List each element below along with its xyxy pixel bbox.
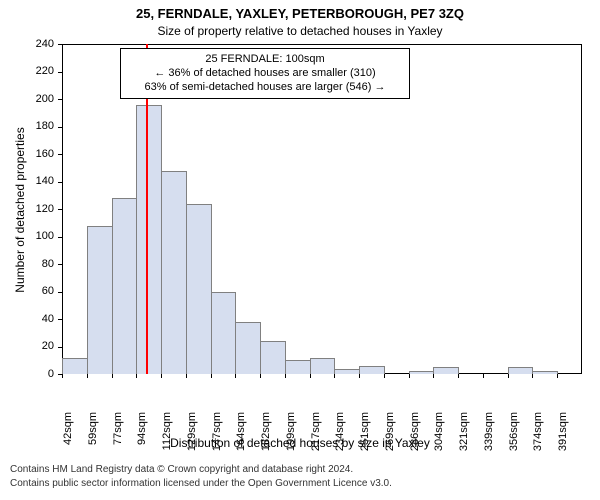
x-tick-label: 199sqm <box>285 412 297 462</box>
x-tick <box>384 374 385 378</box>
histogram-bar <box>359 366 385 374</box>
footer-line-1: Contains HM Land Registry data © Crown c… <box>10 464 353 475</box>
histogram-bar <box>161 171 187 375</box>
y-tick-label: 140 <box>24 175 54 187</box>
y-tick <box>58 319 62 320</box>
x-tick-label: 339sqm <box>483 412 495 462</box>
annotation-box: 25 FERNDALE: 100sqm← 36% of detached hou… <box>120 48 410 99</box>
x-tick <box>359 374 360 378</box>
x-tick <box>433 374 434 378</box>
x-tick-label: 94sqm <box>136 412 148 462</box>
y-tick-label: 240 <box>24 38 54 50</box>
x-tick-label: 182sqm <box>260 412 272 462</box>
y-tick-label: 100 <box>24 230 54 242</box>
annotation-line: 63% of semi-detached houses are larger (… <box>127 81 403 95</box>
x-tick-label: 42sqm <box>62 412 74 462</box>
y-tick-label: 120 <box>24 203 54 215</box>
x-tick-label: 129sqm <box>186 412 198 462</box>
y-tick <box>58 154 62 155</box>
histogram-bar <box>87 226 113 375</box>
x-tick-label: 251sqm <box>359 412 371 462</box>
chart-container: 25, FERNDALE, YAXLEY, PETERBOROUGH, PE7 … <box>0 0 600 500</box>
y-tick <box>58 44 62 45</box>
y-tick <box>58 99 62 100</box>
x-tick-label: 234sqm <box>334 412 346 462</box>
x-tick <box>458 374 459 378</box>
x-tick-label: 217sqm <box>310 412 322 462</box>
x-tick <box>409 374 410 378</box>
y-tick <box>58 347 62 348</box>
y-tick-label: 0 <box>24 368 54 380</box>
x-tick-label: 374sqm <box>532 412 544 462</box>
y-tick-label: 180 <box>24 120 54 132</box>
x-tick <box>508 374 509 378</box>
x-tick-label: 59sqm <box>87 412 99 462</box>
x-tick <box>285 374 286 378</box>
y-tick <box>58 127 62 128</box>
x-tick <box>260 374 261 378</box>
histogram-bar <box>260 341 286 374</box>
x-tick-label: 112sqm <box>161 412 173 462</box>
chart-title: 25, FERNDALE, YAXLEY, PETERBOROUGH, PE7 … <box>0 6 600 21</box>
x-tick <box>211 374 212 378</box>
y-tick-label: 60 <box>24 285 54 297</box>
histogram-bar <box>433 367 459 374</box>
x-tick <box>62 374 63 378</box>
histogram-bar <box>211 292 237 375</box>
x-tick <box>557 374 558 378</box>
x-tick-label: 77sqm <box>112 412 124 462</box>
x-tick <box>235 374 236 378</box>
histogram-bar <box>508 367 534 374</box>
histogram-bar <box>310 358 336 375</box>
histogram-bar <box>532 371 558 374</box>
y-tick <box>58 72 62 73</box>
x-tick-label: 304sqm <box>433 412 445 462</box>
histogram-bar <box>285 360 311 374</box>
histogram-bar <box>112 198 138 374</box>
y-tick <box>58 264 62 265</box>
x-tick-label: 321sqm <box>458 412 470 462</box>
x-tick <box>112 374 113 378</box>
x-tick <box>310 374 311 378</box>
annotation-line: ← 36% of detached houses are smaller (31… <box>127 67 403 81</box>
x-tick <box>483 374 484 378</box>
y-tick-label: 40 <box>24 313 54 325</box>
histogram-bar <box>136 105 162 375</box>
y-tick-label: 160 <box>24 148 54 160</box>
y-tick <box>58 237 62 238</box>
x-tick <box>136 374 137 378</box>
y-tick <box>58 182 62 183</box>
y-tick-label: 200 <box>24 93 54 105</box>
x-tick <box>334 374 335 378</box>
footer-line-2: Contains public sector information licen… <box>10 478 392 489</box>
y-tick-label: 220 <box>24 65 54 77</box>
histogram-bar <box>334 369 360 375</box>
x-tick-label: 147sqm <box>211 412 223 462</box>
histogram-bar <box>409 371 435 374</box>
histogram-bar <box>186 204 212 375</box>
x-tick-label: 164sqm <box>235 412 247 462</box>
x-tick-label: 286sqm <box>409 412 421 462</box>
chart-subtitle: Size of property relative to detached ho… <box>0 24 600 38</box>
x-tick <box>161 374 162 378</box>
x-tick-label: 391sqm <box>557 412 569 462</box>
x-tick <box>186 374 187 378</box>
annotation-line: 25 FERNDALE: 100sqm <box>127 53 403 67</box>
histogram-bar <box>235 322 261 374</box>
x-tick-label: 356sqm <box>508 412 520 462</box>
y-tick <box>58 209 62 210</box>
histogram-bar <box>62 358 88 375</box>
y-tick-label: 20 <box>24 340 54 352</box>
x-tick <box>87 374 88 378</box>
x-tick <box>532 374 533 378</box>
x-tick-label: 269sqm <box>384 412 396 462</box>
y-tick-label: 80 <box>24 258 54 270</box>
y-tick <box>58 292 62 293</box>
